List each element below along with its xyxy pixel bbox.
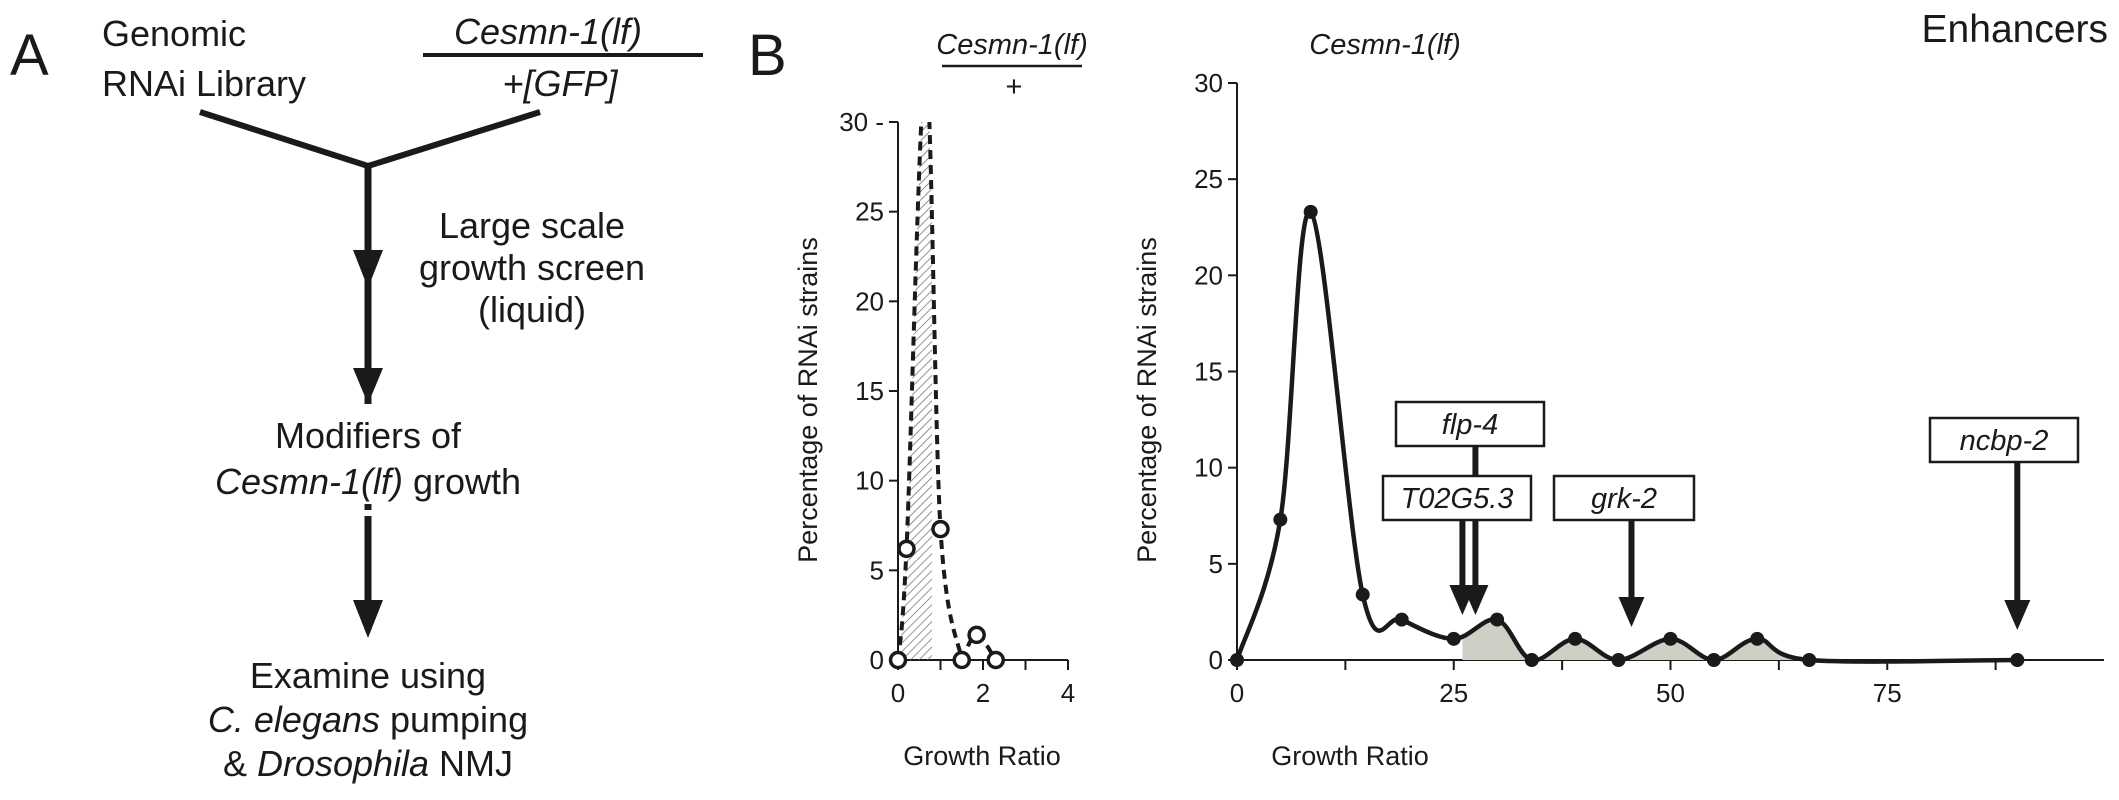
annotation-label-grk-2: grk-2: [1591, 483, 1657, 515]
library-line2: RNAi Library: [102, 63, 306, 104]
large-chart: Cesmn-1(lf) Percentage of RNAi strains G…: [1132, 29, 2104, 771]
small-chart-ytick-label: 15: [855, 376, 884, 406]
small-chart: Cesmn-1(lf) + Percentage of RNAi strains…: [793, 29, 1088, 771]
large-chart-xtick-label: 75: [1873, 678, 1902, 708]
large-chart-ytick-label: 25: [1194, 164, 1223, 194]
small-chart-point: [952, 650, 971, 670]
flow-arrow-1: [353, 250, 383, 288]
annotation-arrow-head-grk-2: [1618, 597, 1645, 627]
small-chart-ytick-label: 5: [870, 555, 884, 585]
small-chart-hatch-group: [898, 122, 932, 660]
large-chart-ytick-label: 15: [1194, 357, 1223, 387]
annotation-box-ncbp-2: [1928, 416, 2080, 464]
annotation-arrow-head-t02g5-3: [1449, 585, 1476, 615]
large-chart-ytick-label: 5: [1209, 549, 1223, 579]
panel-a-letter: A: [10, 23, 49, 88]
small-chart-ytick-label: 20: [855, 286, 884, 316]
annotation-label-t02g5-3: T02G5.3: [1401, 483, 1514, 515]
large-chart-series-line: [1234, 209, 2018, 664]
large-chart-point: [1394, 612, 1409, 627]
panel-b: B Enhancers Cesmn-1(lf) + Percentage of …: [748, 8, 2108, 771]
small-chart-ytick-label: 30 -: [839, 107, 884, 137]
large-chart-point: [1524, 653, 1539, 667]
panel-b-letter: B: [748, 23, 787, 88]
large-chart-point: [2010, 653, 2025, 667]
strain-denominator: +[GFP]: [502, 63, 618, 104]
large-chart-point: [1750, 631, 1765, 646]
large-chart-xtick-label: 50: [1656, 678, 1685, 708]
small-chart-header-denominator: +: [1006, 71, 1023, 103]
small-chart-ylabel: Percentage of RNAi strains: [793, 237, 823, 563]
modifiers-line2: Cesmn-1(lf) growth: [215, 461, 521, 502]
flow-gap-2: [360, 510, 376, 516]
large-chart-xlabel: Growth Ratio: [1271, 741, 1429, 771]
examine-line1: Examine using: [250, 655, 486, 696]
small-chart-xtick-label: 0: [891, 678, 905, 708]
annotation-arrow-head-ncbp-2: [2004, 600, 2031, 630]
strain-numerator: Cesmn-1(lf): [454, 11, 642, 52]
large-chart-point: [1611, 653, 1626, 667]
large-chart-point: [1568, 631, 1583, 646]
large-chart-shaded-area: [1462, 619, 1810, 660]
large-chart-ytick-label: 0: [1209, 645, 1223, 675]
large-chart-header: Cesmn-1(lf): [1309, 29, 1460, 61]
small-chart-hatched-area: [898, 122, 932, 660]
large-chart-ytick-label: 20: [1194, 260, 1223, 290]
examine-line2: C. elegans pumping: [208, 699, 528, 740]
small-chart-point: [888, 650, 908, 670]
small-chart-ytick-label: 25: [855, 197, 884, 227]
annotation-label-ncbp-2: ncbp-2: [1960, 425, 2049, 457]
library-line1: Genomic: [102, 13, 246, 54]
small-chart-header-numerator: Cesmn-1(lf): [936, 29, 1087, 61]
flow-gap: [360, 404, 376, 504]
panel-a: A Genomic RNAi Library Cesmn-1(lf) +[GFP…: [10, 11, 703, 784]
flow-arrow-2: [353, 368, 383, 404]
screen-line2: growth screen: [419, 247, 645, 288]
small-chart-ytick-label: 10: [855, 466, 884, 496]
large-chart-point: [1706, 653, 1721, 667]
examine-line3: & Drosophila NMJ: [223, 743, 513, 784]
small-chart-xtick-label: 2: [976, 678, 990, 708]
small-chart-xlabel: Growth Ratio: [903, 741, 1061, 771]
large-chart-point: [1303, 204, 1318, 219]
small-chart-xtick-label: 4: [1061, 678, 1075, 708]
large-chart-point: [1230, 653, 1244, 667]
annotation-box-grk-2: [1552, 474, 1696, 522]
annotation-label-flp-4: flp-4: [1442, 409, 1498, 441]
large-chart-point: [1355, 587, 1370, 602]
small-chart-ytick-label: 0: [870, 645, 884, 675]
modifiers-line1: Modifiers of: [275, 415, 462, 456]
large-chart-point: [1802, 653, 1817, 667]
small-chart-point: [986, 650, 1005, 670]
merge-line-right: [367, 109, 541, 169]
merge-line-left: [199, 109, 369, 169]
annotation-box-t02g5-3: [1381, 474, 1533, 522]
screen-line3: (liquid): [478, 289, 586, 330]
large-chart-point: [1663, 631, 1678, 646]
small-chart-point: [897, 539, 916, 559]
large-chart-ylabel: Percentage of RNAi strains: [1132, 237, 1162, 563]
large-chart-ytick-label: 10: [1194, 453, 1223, 483]
large-chart-point: [1446, 631, 1461, 646]
large-chart-ytick-label: 30: [1194, 68, 1223, 98]
large-chart-point: [1273, 512, 1288, 527]
annotation-box-flp-4: [1394, 400, 1546, 448]
large-chart-point: [1490, 612, 1505, 627]
large-chart-xtick-label: 25: [1439, 678, 1468, 708]
small-chart-point: [967, 625, 986, 645]
enhancers-label: Enhancers: [1922, 8, 2108, 51]
flow-arrow-3: [353, 600, 383, 638]
screen-line1: Large scale: [439, 205, 625, 246]
small-chart-point: [931, 519, 950, 539]
large-chart-xtick-label: 0: [1230, 678, 1244, 708]
